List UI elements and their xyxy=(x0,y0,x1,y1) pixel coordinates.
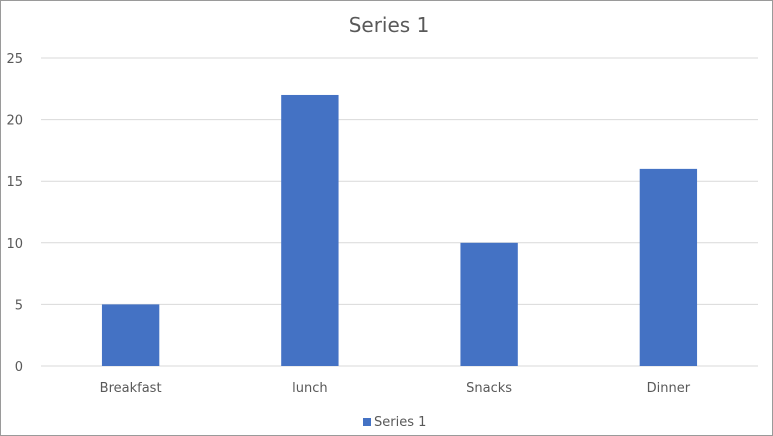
bar-dinner xyxy=(639,168,698,366)
bar-lunch xyxy=(281,94,339,367)
legend-label: Series 1 xyxy=(374,415,426,430)
y-tick-label: 20 xyxy=(6,114,23,129)
y-tick-label: 0 xyxy=(15,360,23,375)
bars xyxy=(101,94,698,367)
legend-swatch xyxy=(363,418,371,426)
bar-snacks xyxy=(460,242,518,366)
y-tick-label: 25 xyxy=(6,52,23,67)
x-tick-label: Breakfast xyxy=(100,381,162,396)
x-tick-label: lunch xyxy=(292,381,327,396)
legend: Series 1 xyxy=(363,415,426,430)
y-tick-label: 15 xyxy=(6,175,23,190)
y-axis-ticks: 0 5 10 15 20 25 xyxy=(6,52,23,375)
gridlines xyxy=(41,57,758,367)
y-tick-label: 5 xyxy=(15,298,23,313)
bar-breakfast xyxy=(101,304,160,366)
x-tick-label: Snacks xyxy=(466,381,512,396)
x-axis-labels: Breakfast lunch Snacks Dinner xyxy=(100,381,691,396)
chart-title: Series 1 xyxy=(349,13,430,37)
y-tick-label: 10 xyxy=(6,237,23,252)
x-tick-label: Dinner xyxy=(647,381,691,396)
